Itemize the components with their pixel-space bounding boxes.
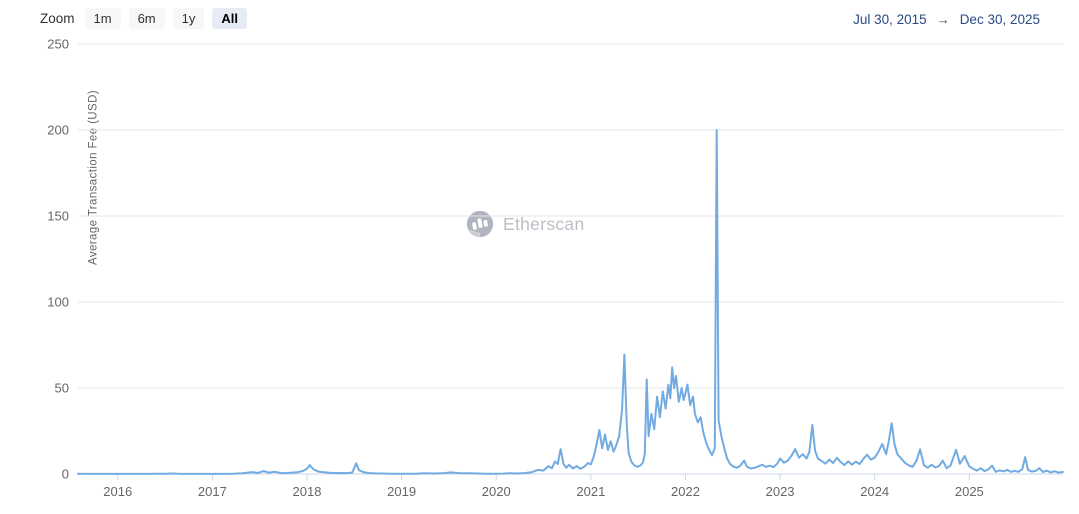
x-tick-label: 2018 [293,484,322,499]
x-tick-label: 2017 [198,484,227,499]
y-tick-label: 0 [62,467,69,482]
zoom-toolbar: Zoom 1m 6m 1y All [40,8,247,29]
x-tick-label: 2016 [103,484,132,499]
zoom-label: Zoom [40,11,75,26]
watermark-text: Etherscan [503,213,585,234]
zoom-6m-button[interactable]: 6m [128,8,165,29]
x-tick-label: 2023 [766,484,795,499]
x-tick-label: 2022 [671,484,700,499]
x-tick-label: 2019 [387,484,416,499]
y-tick-label: 250 [47,37,69,52]
date-range-end[interactable]: Dec 30, 2025 [959,12,1040,27]
zoom-1y-button[interactable]: 1y [172,8,205,29]
date-range-start[interactable]: Jul 30, 2015 [853,12,927,27]
y-tick-label: 50 [55,381,69,396]
arrow-right-icon: → [936,12,950,27]
etherscan-logo-icon [466,210,494,238]
etherscan-watermark: Etherscan [466,210,585,238]
x-tick-label: 2024 [860,484,889,499]
y-tick-label: 150 [47,209,69,224]
y-tick-label: 100 [47,295,69,310]
date-range-selector: Jul 30, 2015 → Dec 30, 2025 [853,12,1040,27]
fee-line-series [77,129,1064,475]
zoom-all-button[interactable]: All [212,8,247,29]
y-tick-label: 200 [47,123,69,138]
x-tick-label: 2020 [482,484,511,499]
zoom-1m-button[interactable]: 1m [84,8,121,29]
x-tick-label: 2021 [576,484,605,499]
x-tick-label: 2025 [955,484,984,499]
